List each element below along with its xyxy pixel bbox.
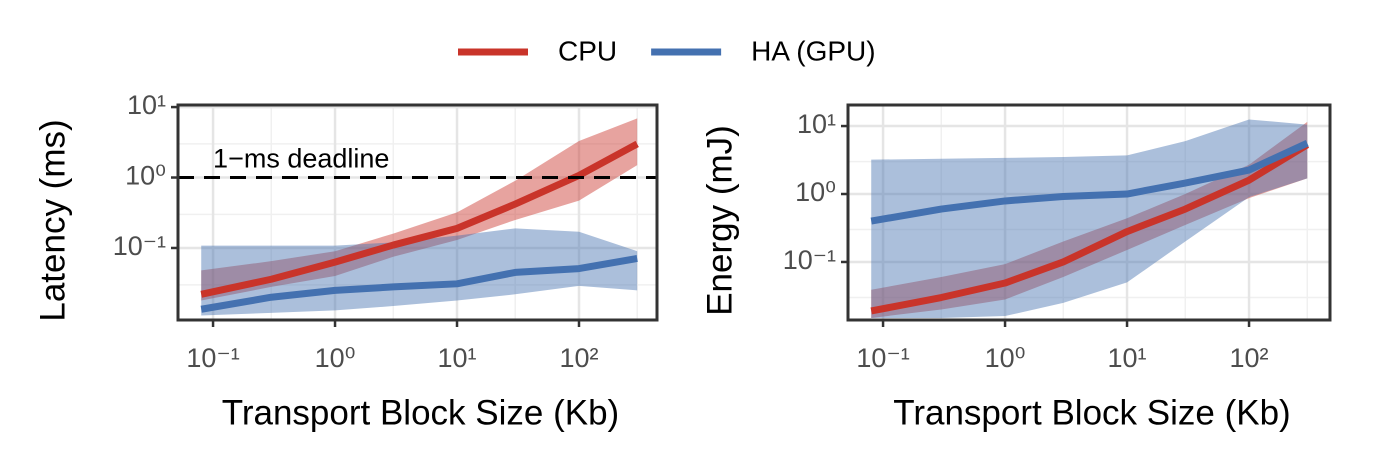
series-line: [870, 141, 1310, 315]
y-tick-label: 10⁰: [125, 161, 166, 191]
x-tick-label: 10²: [559, 343, 598, 373]
reference-label: 1−ms deadline: [213, 144, 389, 174]
panel: 1−ms deadline 10⁻¹ 10⁰ 10¹ 10² 10⁻¹ 10⁰ 10¹ Tran…: [33, 90, 659, 432]
x-axis-title: Transport Block Size (Kb): [222, 393, 619, 432]
x-tick-label: 10²: [1230, 343, 1269, 373]
x-tick-label: 10⁰: [985, 343, 1026, 373]
legend-label: HA (GPU): [751, 35, 875, 66]
x-axis-title: Transport Block Size (Kb): [893, 393, 1290, 432]
confidence-band: [871, 121, 1308, 318]
y-axis-title: Energy (mJ): [700, 125, 739, 316]
x-tick-label: 10¹: [1108, 343, 1147, 373]
panel: 10⁻¹ 10⁰ 10¹ 10² 10⁻¹ 10⁰ 10¹ Transport Block S…: [700, 103, 1332, 432]
legend: CPU HA (GPU): [458, 35, 876, 66]
series-line: [200, 255, 638, 313]
plot-frame: [176, 103, 659, 322]
y-axis-title: Latency (ms): [33, 119, 72, 321]
y-tick-label: 10⁰: [795, 177, 836, 207]
y-tick-label: 10¹: [797, 109, 836, 139]
y-tick-label: 10⁻¹: [113, 231, 166, 261]
x-tick-label: 10⁰: [315, 343, 356, 373]
series-line: [870, 139, 1309, 225]
x-tick-label: 10⁻¹: [856, 343, 909, 373]
series-line: [200, 140, 639, 298]
legend-label: CPU: [558, 35, 617, 66]
y-tick-label: 10¹: [127, 90, 166, 120]
x-tick-label: 10¹: [437, 343, 476, 373]
confidence-band: [871, 119, 1308, 318]
x-tick-label: 10⁻¹: [186, 343, 239, 373]
y-tick-label: 10⁻¹: [783, 245, 836, 275]
plot-frame: [846, 103, 1332, 322]
